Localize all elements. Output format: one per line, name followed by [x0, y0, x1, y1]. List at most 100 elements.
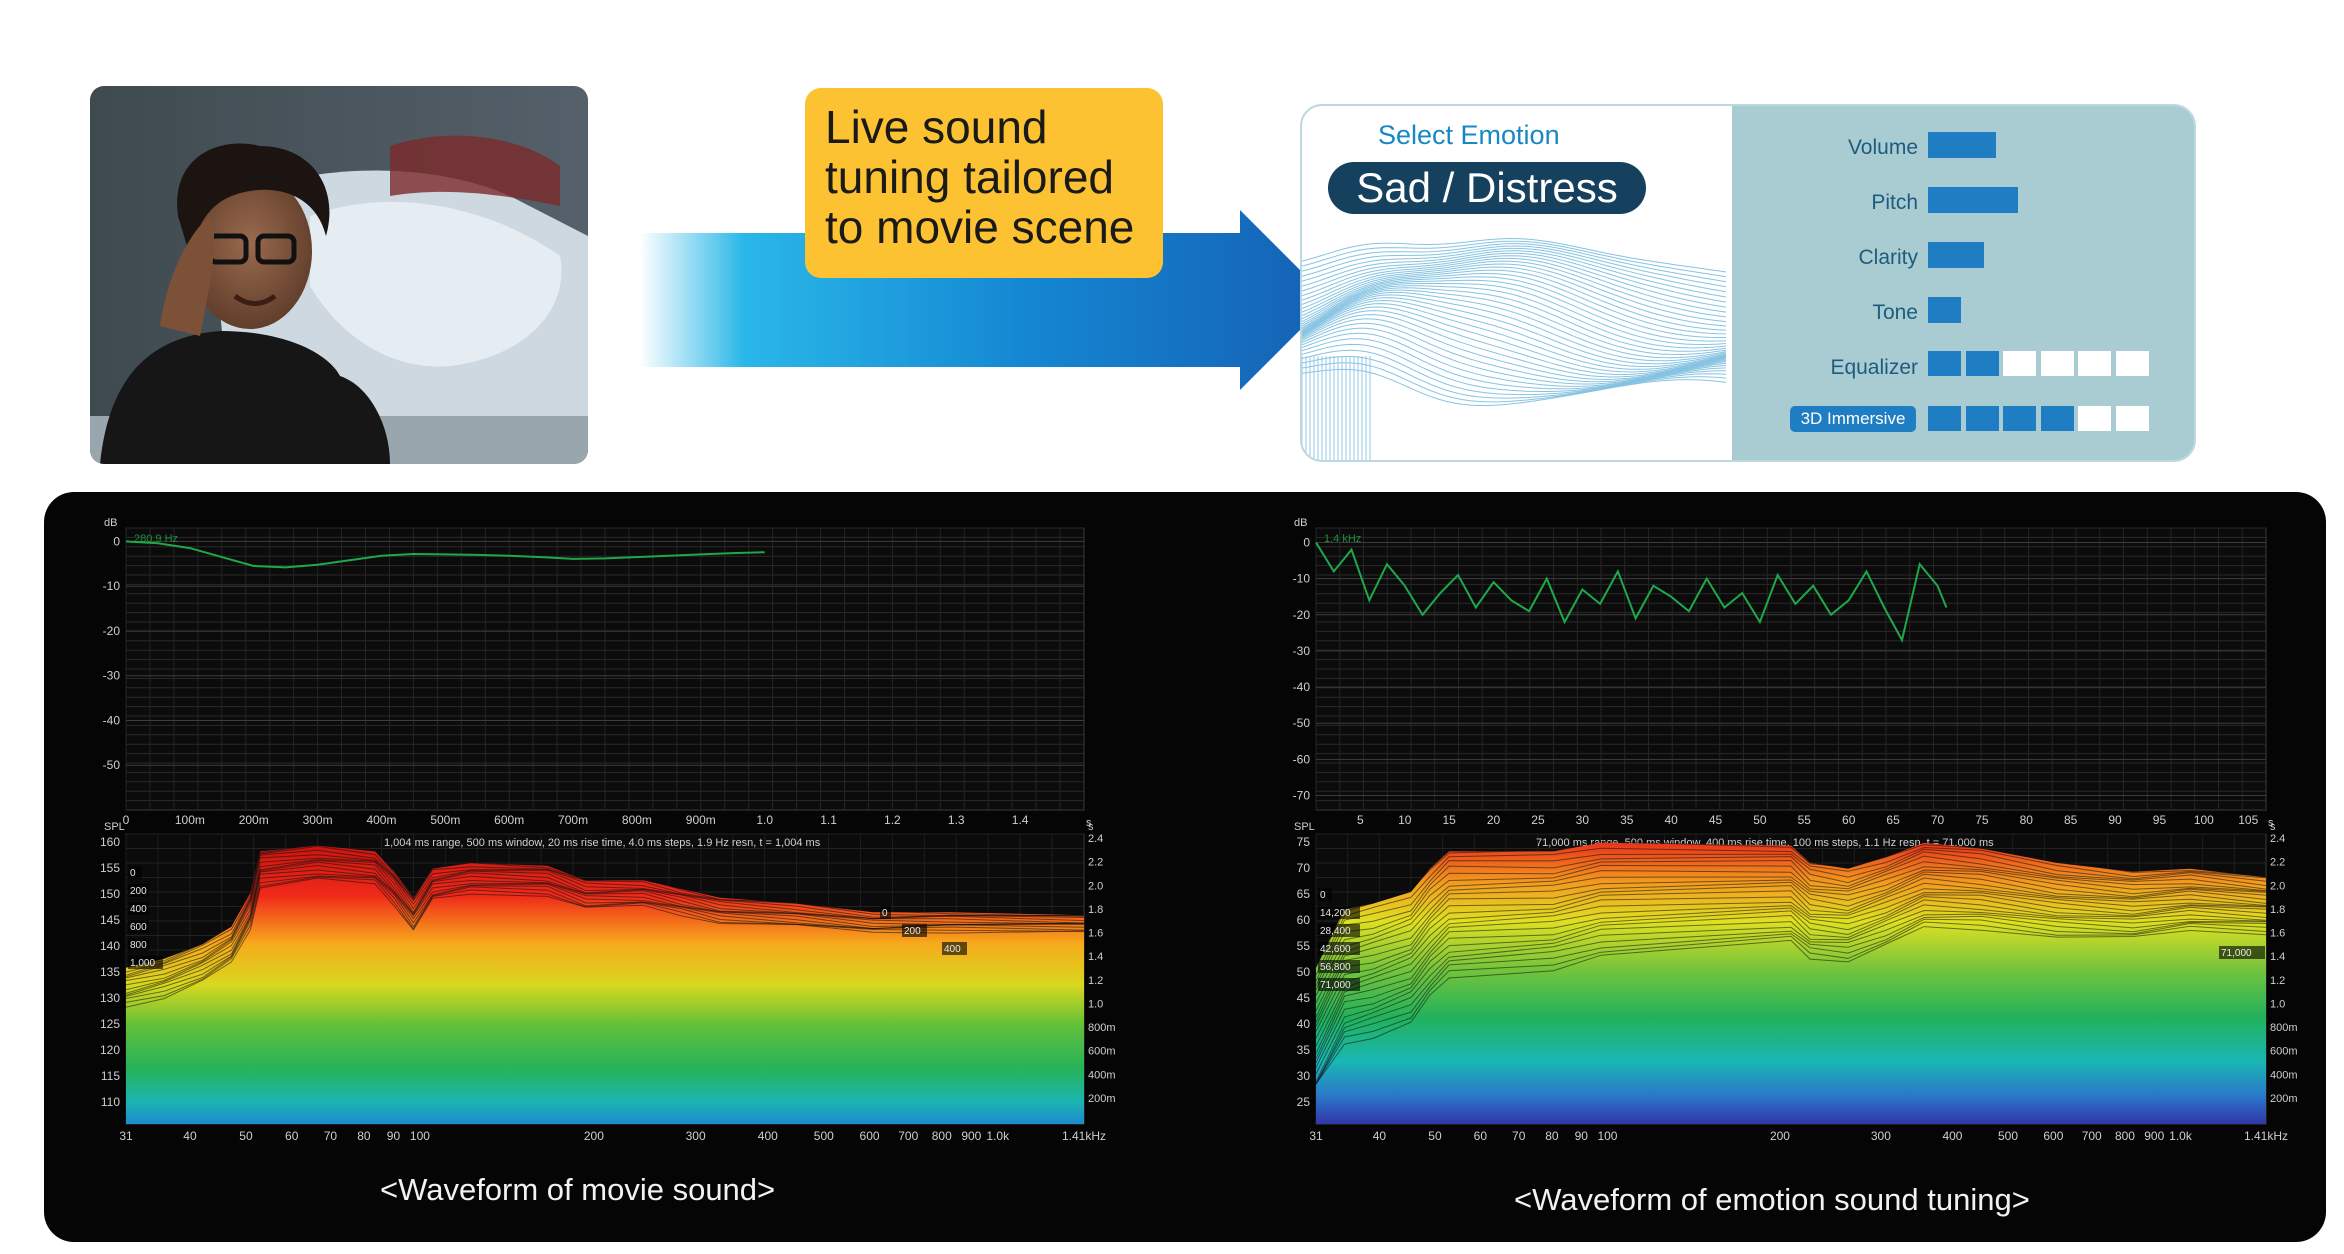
time-tick-label: 1.6 [1088, 928, 1103, 940]
inline-time-label: 400 [944, 944, 961, 955]
time-tick-label: 1.4 [2270, 951, 2285, 963]
y-tick-label: -30 [1293, 644, 1311, 658]
level-segment[interactable] [1928, 406, 1961, 431]
freq-tick-label: 70 [1512, 1129, 1526, 1143]
level-segment[interactable] [2040, 406, 2074, 431]
x-tick-label: 40 [1664, 813, 1678, 827]
clarity-bar[interactable] [1928, 242, 1984, 268]
x-tick-label: 1.1 [820, 813, 837, 827]
time-tick-label: 1.2 [1088, 975, 1103, 987]
level-segment[interactable] [2115, 406, 2149, 431]
y-axis-label: dB [104, 517, 117, 529]
time-label: 42,600 [1320, 944, 1351, 955]
spl-tick-label: 40 [1297, 1017, 1311, 1031]
x-tick-label: 100 [2194, 813, 2214, 827]
select-emotion-label: Select Emotion [1378, 120, 1560, 150]
spl-tick-label: 145 [100, 913, 120, 927]
freq-tick-label: 600 [2043, 1129, 2063, 1143]
time-tick-label: 1.0 [2270, 998, 2285, 1010]
waveform-panel: dB 0 -10 -20 -30 -40 -50 0 100m 200m 300m 400m 500m 6… [44, 492, 2326, 1242]
y-axis-label: dB [1294, 517, 1307, 529]
level-segment[interactable] [1965, 406, 1999, 431]
volume-bar[interactable] [1928, 132, 1996, 158]
level-segment[interactable] [2078, 406, 2111, 431]
time-tick-label: 2.0 [2270, 880, 2285, 892]
series-line [125, 540, 765, 569]
freq-tick-label: 90 [1575, 1129, 1589, 1143]
freq-tick-label: 40 [183, 1129, 197, 1143]
x-tick-label: 35 [1620, 813, 1634, 827]
spl-tick-label: 155 [100, 861, 120, 875]
spl-axis-label: SPL [1294, 821, 1315, 833]
freq-tick-label: 40 [1373, 1129, 1387, 1143]
time-label: 200 [130, 886, 147, 897]
x-tick-label: 600m [494, 813, 524, 827]
freq-tick-label: 1.41kHz [2244, 1129, 2288, 1143]
time-tick-label: 2.4 [1088, 833, 1103, 845]
time-unit-label: s [1088, 821, 1094, 833]
x-tick-label: 1.3 [948, 813, 965, 827]
y-tick-label: -70 [1293, 789, 1311, 803]
callout-line: to movie scene [825, 201, 1135, 253]
time-tick-label: 2.2 [2270, 857, 2285, 869]
x-tick-label: 1.4 [1012, 813, 1029, 827]
pitch-bar[interactable] [1928, 187, 2018, 213]
x-tick-label: 300m [303, 813, 333, 827]
spl-tick-label: 45 [1297, 991, 1311, 1005]
time-label: 14,200 [1320, 908, 1351, 919]
x-tick-label: 85 [2064, 813, 2078, 827]
time-label: 400 [130, 904, 147, 915]
x-tick-label: 65 [1886, 813, 1900, 827]
series-label: 1.4 kHz [1324, 533, 1361, 545]
level-segment[interactable] [2078, 351, 2111, 376]
spl-tick-label: 150 [100, 887, 120, 901]
spl-tick-label: 60 [1297, 913, 1311, 927]
freq-tick-label: 900 [2144, 1129, 2164, 1143]
spl-tick-label: 160 [100, 835, 120, 849]
freq-tick-label: 60 [285, 1129, 299, 1143]
level-segment[interactable] [2115, 351, 2149, 376]
y-tick-label: 0 [1303, 535, 1310, 549]
spl-tick-label: 70 [1297, 861, 1311, 875]
spl-axis-label: SPL [104, 821, 125, 833]
x-tick-label: 1.2 [884, 813, 901, 827]
time-tick-label: 200m [1088, 1093, 1116, 1105]
freq-tick-label: 300 [1871, 1129, 1891, 1143]
level-segment[interactable] [2003, 351, 2036, 376]
spl-tick-label: 50 [1297, 965, 1311, 979]
waterfall-surface [1316, 842, 2266, 1124]
immersive-badge[interactable]: 3D Immersive [1790, 406, 1916, 432]
freq-tick-label: 800 [932, 1129, 952, 1143]
time-tick-label: 800m [2270, 1022, 2298, 1034]
level-segment[interactable] [1928, 351, 1961, 376]
time-label: 71,000 [1320, 980, 1351, 991]
movie-scene-photo [90, 86, 588, 464]
waterfall-info: 1,004 ms range, 500 ms window, 20 ms ris… [384, 837, 821, 849]
freq-tick-label: 900 [961, 1129, 981, 1143]
freq-tick-label: 500 [814, 1129, 834, 1143]
freq-tick-label: 400 [1942, 1129, 1962, 1143]
time-tick-label: 600m [1088, 1046, 1116, 1058]
x-tick-label: 15 [1442, 813, 1456, 827]
level-segment[interactable] [1965, 351, 1999, 376]
time-tick-label: 400m [1088, 1069, 1116, 1081]
time-tick-label: 2.2 [1088, 857, 1103, 869]
callout-line: Live sound [825, 101, 1048, 153]
x-tick-label: 800m [622, 813, 652, 827]
spl-tick-label: 75 [1297, 835, 1311, 849]
spl-tick-label: 65 [1297, 887, 1311, 901]
x-tick-label: 20 [1487, 813, 1501, 827]
level-segment[interactable] [2003, 406, 2036, 431]
freq-tick-label: 700 [2082, 1129, 2102, 1143]
emotion-selector-button[interactable]: Sad / Distress [1328, 162, 1646, 214]
left-caption: <Waveform of movie sound> [380, 1172, 776, 1207]
tone-bar[interactable] [1928, 297, 1961, 323]
level-segment[interactable] [2040, 351, 2074, 376]
time-tick-label: 1.0 [1088, 998, 1103, 1010]
spl-tick-label: 110 [101, 1095, 120, 1109]
spl-tick-label: 130 [100, 991, 120, 1005]
freq-tick-label: 50 [1428, 1129, 1442, 1143]
x-tick-label: 50 [1753, 813, 1767, 827]
x-tick-label: 25 [1531, 813, 1545, 827]
time-tick-label: 800m [1088, 1022, 1116, 1034]
